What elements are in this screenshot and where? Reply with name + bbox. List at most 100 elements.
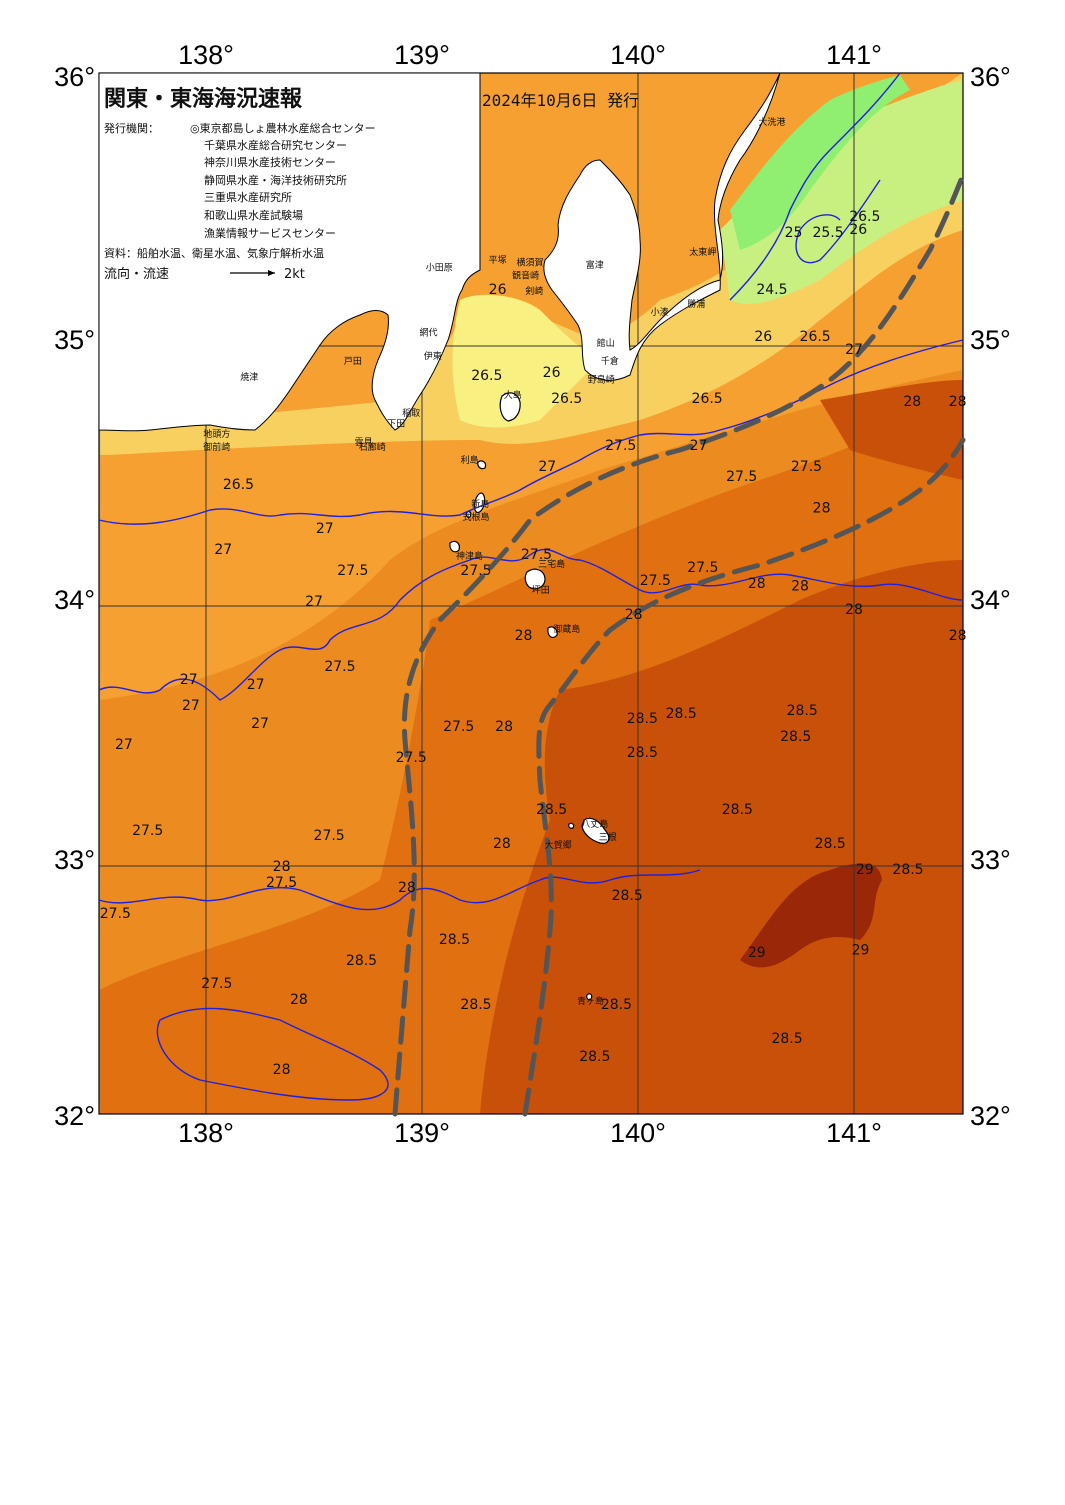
- lon-label-141-top: 141°: [826, 40, 882, 70]
- isotherm-value-label: 27: [115, 737, 133, 753]
- legend-scale: 2kt: [284, 267, 305, 282]
- isotherm-value-label: 27.5: [132, 823, 163, 839]
- place-name-label: 勝浦: [687, 298, 705, 310]
- isotherm-value-label: 28.5: [815, 836, 846, 852]
- kuroshio-axis: [392, 172, 966, 1117]
- isotherm-value-label: 28: [625, 607, 643, 623]
- isotherm-value-label: 26: [489, 282, 507, 298]
- place-name-label: 利島: [461, 454, 479, 466]
- place-name-label: 下田: [387, 419, 405, 430]
- place-name-label: 平塚: [489, 255, 507, 266]
- isotherm-value-label: 28: [398, 880, 416, 896]
- isotherm-value-label: 28: [949, 394, 967, 410]
- issuer-3: 神奈川県水産技術センター: [204, 155, 336, 169]
- place-name-label: 館山: [597, 337, 615, 349]
- lon-label-140-bottom: 140°: [610, 1118, 666, 1148]
- issuer-label: 発行機関：: [104, 121, 159, 135]
- place-name-label: 大島: [504, 389, 522, 401]
- issuer-2: 千葉県水産総合研究センター: [204, 138, 347, 152]
- isotherm-value-label: 27.5: [460, 563, 491, 579]
- place-name-label: 御蔵島: [553, 623, 580, 635]
- place-name-label: 青ヶ島: [577, 995, 604, 1007]
- isotherm-value-label: 27: [690, 438, 708, 454]
- isotherm-value-label: 28: [791, 578, 809, 594]
- isotherm-value-label: 27: [305, 594, 323, 610]
- land: [98, 72, 781, 432]
- isotherm-value-label: 26.5: [800, 329, 831, 345]
- isotherm-value-label: 27: [247, 677, 265, 693]
- place-name-label: 千倉: [601, 355, 619, 367]
- isotherm-value-label: 27: [214, 542, 232, 558]
- isotherm-value-label: 27: [180, 672, 198, 688]
- issue-date: 2024年10月6日 発行: [482, 91, 639, 110]
- lat-label-32-right: 32°: [970, 1101, 1011, 1131]
- isotherm-value-label: 28: [903, 394, 921, 410]
- isotherm-value-label: 28.5: [612, 888, 643, 904]
- place-name-label: 横須賀: [516, 256, 543, 268]
- place-name-label: 野島崎: [588, 373, 615, 385]
- isotherm-value-label: 28.5: [536, 802, 567, 818]
- lon-label-138-top: 138°: [178, 40, 234, 70]
- latitude-labels-left: 36° 35° 34° 33° 32°: [54, 62, 95, 1131]
- place-name-label: 観音崎: [512, 269, 539, 281]
- latitude-labels-right: 36° 35° 34° 33° 32°: [970, 62, 1011, 1131]
- isotherm-value-label: 27.5: [443, 719, 474, 735]
- isotherm-value-label: 27.5: [266, 875, 297, 891]
- lat-label-35-right: 35°: [970, 325, 1011, 355]
- isotherm-value-label: 26.5: [849, 209, 880, 225]
- isotherm-value-label: 28.5: [601, 997, 632, 1013]
- isotherm-value-label: 27: [251, 716, 269, 732]
- isotherm-value-label: 27.5: [640, 573, 671, 589]
- place-name-label: 小湊: [651, 306, 669, 318]
- isotherm-value-label: 28: [813, 500, 831, 516]
- isotherm-value-label: 26.5: [471, 368, 502, 384]
- isotherm-value-label: 27.5: [201, 976, 232, 992]
- issuer-4: 静岡県水産・海洋技術研究所: [204, 173, 347, 187]
- issuer-5: 三重県水産研究所: [204, 190, 292, 204]
- lat-label-35-left: 35°: [54, 325, 95, 355]
- lat-label-34-left: 34°: [54, 585, 95, 615]
- isotherm-value-label: 28.5: [439, 932, 470, 948]
- isotherm-value-label: 28.5: [787, 703, 818, 719]
- isotherm-value-label: 27.5: [314, 828, 345, 844]
- isotherm-value-label: 28.5: [892, 862, 923, 878]
- isotherm-value-label: 27: [845, 342, 863, 358]
- isotherm-value-label: 27: [538, 459, 556, 475]
- longitude-labels-top: 138° 139° 140° 141°: [178, 40, 882, 70]
- place-name-label: 大洗港: [758, 116, 785, 128]
- isotherm-value-label: 24.5: [756, 282, 787, 298]
- place-name-label: 三宅島: [538, 558, 565, 570]
- isotherm-value-label: 27.5: [605, 438, 636, 454]
- temperature-fill: [99, 73, 963, 1114]
- isotherm-lines: [98, 72, 964, 1101]
- isotherm-value-label: 29: [852, 942, 870, 958]
- issuer-7: 漁業情報サービスセンター: [204, 226, 336, 240]
- place-name-label: 戸田: [344, 356, 362, 367]
- isotherm-value-label: 28: [845, 602, 863, 618]
- isotherm-value-label: 27: [316, 521, 334, 537]
- isotherm-value-label: 28.5: [771, 1031, 802, 1047]
- place-name-label: 小田原: [426, 263, 453, 274]
- place-name-label: 大賀郷: [545, 839, 572, 851]
- isotherm-value-label: 26: [849, 222, 867, 238]
- isotherm-value-label: 29: [856, 862, 874, 878]
- islands: [449, 392, 610, 1001]
- isotherm-value-label: 29: [748, 945, 766, 961]
- map-title: 関東・東海海況速報: [104, 86, 303, 112]
- isotherm-value-label: 28: [949, 628, 967, 644]
- isotherm-value-label: 27.5: [726, 469, 757, 485]
- lat-label-36-right: 36°: [970, 62, 1011, 92]
- place-name-label: 焼津: [240, 372, 258, 383]
- isotherm-value-label: 27: [182, 698, 200, 714]
- place-name-label: 坪田: [532, 585, 550, 596]
- isotherm-value-label: 26.5: [223, 477, 254, 493]
- place-name-label: 伊東: [424, 350, 442, 362]
- lon-label-139-bottom: 139°: [394, 1118, 450, 1148]
- isotherm-value-label: 28: [290, 992, 308, 1008]
- isotherm-value-label: 28.5: [627, 711, 658, 727]
- place-name-label: 網代: [419, 327, 437, 339]
- lat-label-36-left: 36°: [54, 62, 95, 92]
- isotherm-value-label: 28.5: [627, 745, 658, 761]
